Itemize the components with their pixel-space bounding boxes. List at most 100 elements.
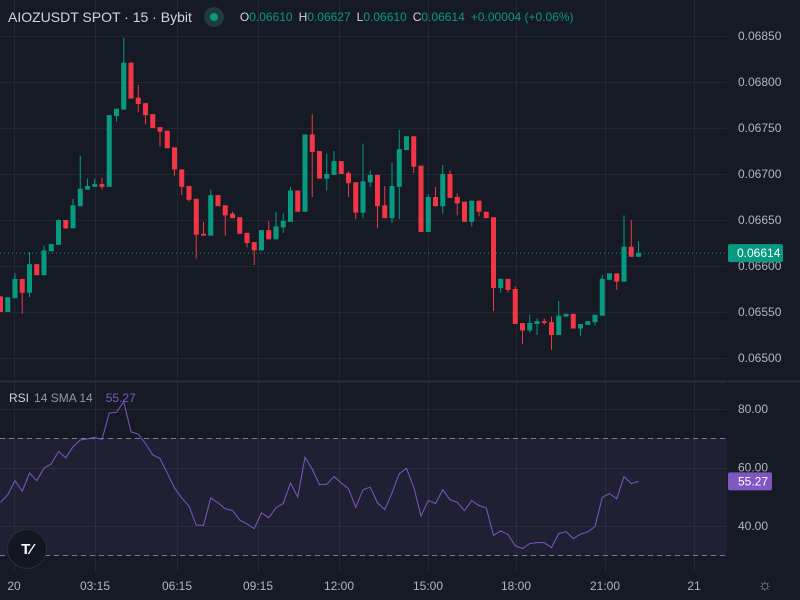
candles [0,37,641,350]
candle-body [106,115,112,187]
candle-body [425,197,431,232]
candle [0,296,3,312]
candle [411,136,417,174]
candle-body [317,151,322,179]
change-value: +0.00004 (+0.06%) [470,10,574,24]
candle [222,205,228,236]
rsi-bands [0,438,727,556]
ohlc-values: O 0.06610 H 0.06627 L 0.06610 C 0.06614 +0.0… [234,10,574,24]
candle [331,151,337,175]
time-tick-label: 09:15 [243,579,273,593]
high-value: 0.06627 [307,10,351,24]
candle [186,185,192,202]
symbol-header: AIOZUSDT SPOT · 15 · Bybit O 0.06610 H 0.0… [8,7,574,27]
price-tick-label: 0.06550 [738,305,782,319]
candle-body [56,220,61,245]
tradingview-logo[interactable]: T⁄ [7,529,47,569]
candle [404,136,409,151]
candle [150,114,156,128]
price-tick-label: 0.06700 [738,167,782,181]
candle-body [411,136,417,167]
candle-body [259,230,264,251]
candle-body [237,217,243,234]
time-tick-label: 18:00 [501,579,531,593]
rsi-tick-label: 60.00 [738,461,768,475]
rsi-legend-value: 55.27 [105,391,136,405]
candle [636,241,641,257]
candle-body [5,297,11,312]
settings-gear-icon[interactable]: ☼ [757,577,773,594]
candle-body [193,198,199,235]
candle [520,323,525,345]
candle-body [41,250,47,276]
candle [505,278,511,293]
candle-body [556,315,562,335]
candle-body [396,149,402,187]
candle [143,103,148,125]
time-tick-label: 12:00 [324,579,354,593]
candle-body [360,181,366,213]
rsi-legend[interactable]: RSI 14 SMA 14 55.27 [9,391,136,405]
candle-body [454,197,460,204]
candle-body [621,246,627,282]
candle-body [324,174,330,179]
candle [230,211,235,219]
candle [483,211,489,219]
candle [491,217,496,312]
candle-body [512,289,518,324]
candle [317,151,322,179]
rsi-params: 14 SMA 14 [34,391,93,405]
candle-body [186,185,192,200]
price-axis[interactable]: 0.06850 0.06800 0.06750 0.06700 0.06650 0.066… [738,29,782,365]
candle-body [92,184,98,187]
candle-body [288,190,293,222]
candle-body [549,322,554,335]
last-price-label: 0.06614 [737,246,781,260]
candle-body [244,232,250,243]
candle [121,37,127,110]
candle-body [592,314,598,323]
candle [476,200,482,217]
candle [338,161,344,174]
candle [48,243,54,252]
price-tick-label: 0.06850 [738,29,782,43]
candle [208,189,214,236]
low-label: L [356,10,364,24]
candle-body [628,246,634,257]
candle-body [614,273,620,282]
candle [99,177,105,190]
candle-body [599,278,605,316]
candle [179,169,185,196]
candle [288,186,293,222]
time-axis[interactable]: 20 03:15 06:15 09:15 12:00 15:00 18:00 21:00 21 [7,579,701,593]
time-tick-label: 21:00 [590,579,620,593]
candle [621,215,627,282]
candle [527,314,533,333]
candle-body [382,205,388,219]
price-tick-label: 0.06500 [738,351,782,365]
candle-body [114,108,119,117]
rsi-band-fill [0,438,727,556]
symbol-title[interactable]: AIOZUSDT SPOT · 15 · Bybit [8,9,192,25]
candle [447,170,453,198]
rsi-axis[interactable]: 80.00 60.00 40.00 [738,402,768,533]
candle [280,213,286,233]
time-tick-label: 21 [687,579,701,593]
candle-body [505,278,511,290]
price-tick-label: 0.06650 [738,213,782,227]
candle [106,115,112,187]
candle [12,273,18,299]
candle-body [353,182,359,213]
candle [27,252,32,298]
candle-body [563,313,569,317]
candle-body [63,220,69,229]
candle-body [251,242,257,251]
candle [498,278,504,293]
low-value: 0.06610 [363,10,407,24]
rsi-tick-label: 40.00 [738,519,768,533]
candle [534,318,540,335]
candle-body [527,323,533,331]
candle-body [12,278,18,299]
candle-body [215,195,221,207]
